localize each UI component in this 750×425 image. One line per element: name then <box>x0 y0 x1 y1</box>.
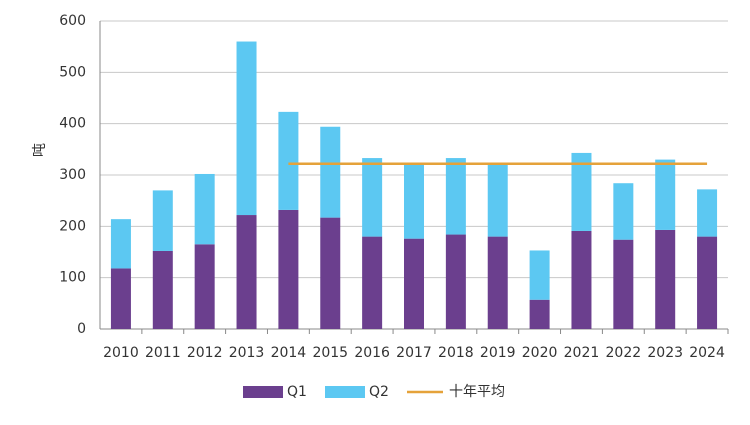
bar-segment <box>404 164 424 239</box>
bar-segment <box>487 164 508 237</box>
bar-segment <box>278 209 299 329</box>
bar-segment <box>194 173 215 245</box>
bar-segment <box>110 219 131 269</box>
x-tick-label: 2016 <box>354 345 390 361</box>
bar-segment <box>487 236 508 329</box>
bar-segment <box>571 152 592 231</box>
y-tick-label: 600 <box>59 13 86 29</box>
legend-label: Q2 <box>369 384 389 400</box>
x-tick-label: 2015 <box>312 345 348 361</box>
bar-segment <box>236 215 257 329</box>
y-tick-label: 0 <box>77 321 86 337</box>
y-axis-label: 吨 <box>32 143 48 157</box>
bar-segment <box>278 111 299 210</box>
x-tick-label: 2017 <box>396 345 432 361</box>
x-tick-label: 2012 <box>187 345 223 361</box>
x-tick-label: 2020 <box>522 345 558 361</box>
legend-swatch <box>243 386 283 398</box>
bar-segment <box>529 250 550 300</box>
bar-segment <box>110 268 131 329</box>
bar-segment <box>362 158 383 237</box>
bar-segment <box>613 239 634 329</box>
x-tick-label: 2019 <box>480 345 516 361</box>
bar-segment <box>404 238 424 329</box>
x-tick-label: 2013 <box>229 345 265 361</box>
bar-segment <box>152 250 173 329</box>
x-tick-label: 2021 <box>564 345 600 361</box>
bar-segment <box>362 236 383 329</box>
x-tick-label: 2018 <box>438 345 474 361</box>
x-tick-label: 2014 <box>271 345 307 361</box>
bar-segment <box>529 299 550 329</box>
x-tick-label: 2024 <box>689 345 725 361</box>
bar-segment <box>445 158 466 235</box>
y-tick-label: 300 <box>59 167 86 183</box>
bar-segment <box>152 190 173 251</box>
bar-segment <box>236 41 257 216</box>
bar-segment <box>320 126 341 218</box>
bar-segment <box>697 236 718 329</box>
legend-swatch <box>325 386 365 398</box>
y-tick-label: 500 <box>59 64 86 80</box>
y-tick-label: 100 <box>59 270 86 286</box>
x-tick-label: 2011 <box>145 345 181 361</box>
bar-segment <box>571 230 592 329</box>
legend-label: 十年平均 <box>449 384 505 400</box>
x-tick-label: 2023 <box>647 345 683 361</box>
y-tick-label: 200 <box>59 218 86 234</box>
bar-segment <box>697 189 718 237</box>
bar-segment <box>320 217 341 329</box>
y-tick-label: 400 <box>59 116 86 132</box>
bar-segment <box>445 234 466 329</box>
bar-segment <box>655 229 676 329</box>
x-tick-label: 2010 <box>103 345 139 361</box>
legend-label: Q1 <box>287 384 307 400</box>
bar-segment <box>613 183 634 240</box>
x-tick-label: 2022 <box>606 345 642 361</box>
bar-segment <box>655 159 676 230</box>
bar-segment <box>194 244 215 329</box>
